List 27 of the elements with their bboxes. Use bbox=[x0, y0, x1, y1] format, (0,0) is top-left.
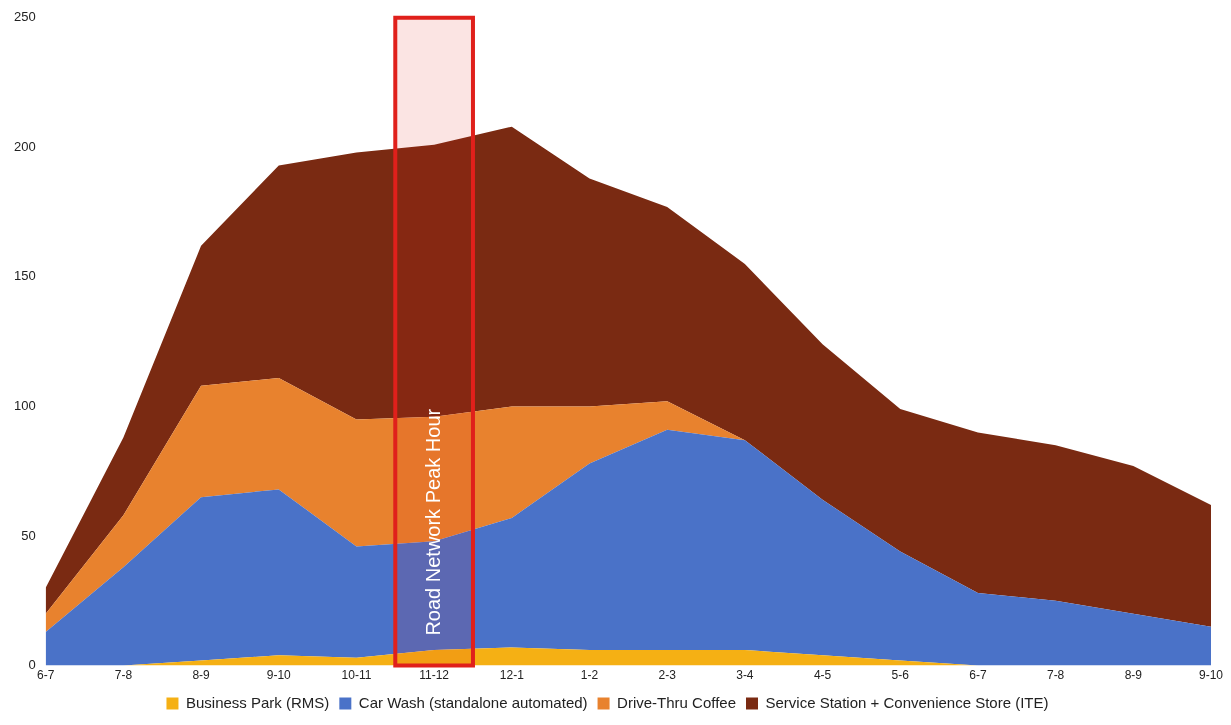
x-tick-label: 8-9 bbox=[192, 668, 211, 683]
y-tick-label: 100 bbox=[13, 398, 36, 414]
legend-label: Business Park (RMS) bbox=[185, 693, 330, 711]
x-tick-label: 9-10 bbox=[1198, 668, 1224, 683]
x-tick-label: 2-3 bbox=[658, 668, 677, 683]
y-tick-label: 150 bbox=[13, 268, 36, 284]
x-tick-label: 1-2 bbox=[580, 668, 599, 683]
x-tick-label: 8-9 bbox=[1124, 668, 1143, 683]
legend-label: Car Wash (standalone automated) bbox=[358, 693, 588, 711]
y-tick-label: 50 bbox=[21, 527, 36, 543]
x-tick-label: 9-10 bbox=[266, 668, 292, 683]
x-tick-label: 11-12 bbox=[419, 668, 450, 683]
y-tick-label: 0 bbox=[28, 657, 36, 673]
x-tick-label: 7-8 bbox=[114, 668, 133, 683]
x-tick-label: 6-7 bbox=[969, 668, 987, 683]
legend-label: Service Station + Convenience Store (ITE) bbox=[765, 693, 1049, 711]
legend-label: Drive-Thru Coffee bbox=[617, 693, 736, 711]
x-tick-label: 7-8 bbox=[1046, 668, 1065, 683]
y-tick-label: 250 bbox=[13, 9, 36, 25]
x-tick-label: 12-1 bbox=[499, 668, 525, 683]
band-label: Road Network Peak Hour bbox=[421, 408, 444, 636]
x-tick-label: 6-7 bbox=[37, 668, 55, 683]
x-tick-label: 4-5 bbox=[813, 668, 832, 683]
x-tick-label: 10-11 bbox=[341, 668, 372, 683]
x-tick-label: 5-6 bbox=[891, 668, 910, 683]
x-tick-label: 3-4 bbox=[736, 668, 754, 683]
y-tick-label: 200 bbox=[13, 138, 36, 154]
